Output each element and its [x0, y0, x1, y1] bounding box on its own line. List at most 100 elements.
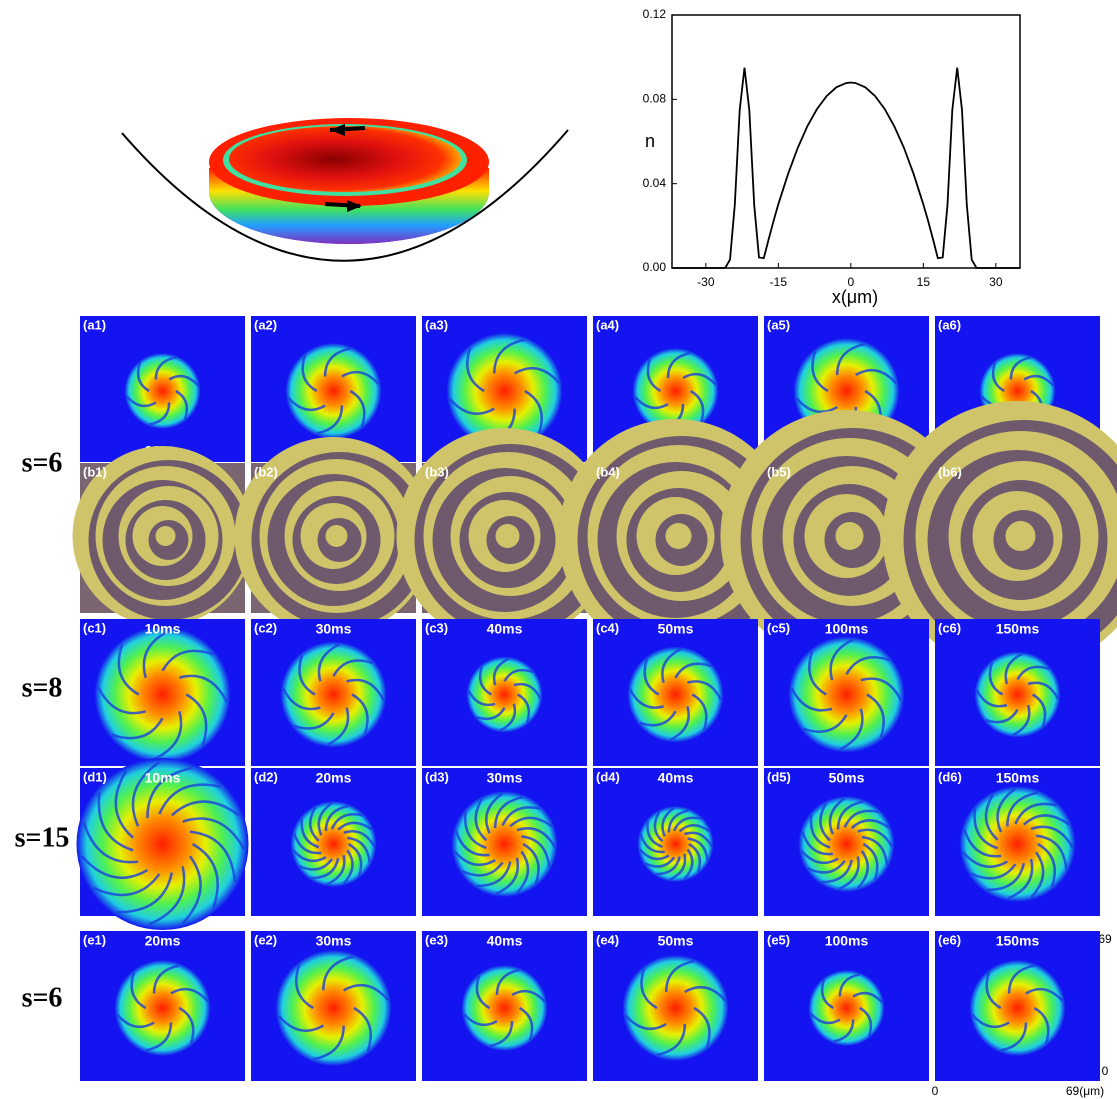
vortex-arm	[691, 693, 708, 731]
vortex-arm	[191, 842, 219, 909]
vortex-arm	[809, 814, 831, 849]
vortex-arm	[493, 795, 524, 828]
panel-tag: (e4)	[596, 932, 619, 947]
vortex-arm	[988, 662, 1004, 696]
vortex-arm	[800, 849, 839, 865]
panel-tag: (b5)	[767, 464, 791, 479]
vortex-arm	[674, 662, 712, 679]
panel-time: 50ms	[658, 933, 694, 949]
vortex-arm	[1035, 834, 1068, 870]
vortex-arm	[687, 680, 722, 701]
vortex-arm	[513, 682, 542, 700]
panel-tag: (b3)	[425, 464, 449, 479]
vortex-arm	[179, 674, 228, 703]
vortex-arm	[300, 817, 320, 849]
vortex-arm	[322, 955, 355, 991]
vortex-arm	[1031, 693, 1047, 727]
panel-tag: (d6)	[938, 769, 962, 784]
vortex-arm	[146, 766, 193, 818]
vortex-arm	[809, 1012, 841, 1025]
vortex-arm	[1014, 802, 1058, 825]
density-cloud	[280, 641, 387, 748]
vortex-arm	[1007, 858, 1034, 900]
vortex-arm	[316, 405, 344, 435]
panel-tag: (e3)	[425, 932, 448, 947]
panel-tag: (a2)	[254, 317, 277, 332]
panel-time: 10ms	[145, 770, 181, 786]
vortex-arm	[985, 971, 1002, 1010]
vortex-arm	[509, 816, 553, 828]
panel-time: 30ms	[316, 621, 352, 637]
panel: (c2) 30ms	[251, 619, 416, 766]
row-label: s=6	[22, 982, 63, 1013]
vortex-arm	[326, 854, 346, 886]
panel-tag: (a6)	[938, 317, 961, 332]
vortex-arm	[495, 968, 520, 996]
vortex-arm	[653, 811, 664, 843]
panel-time: 40ms	[487, 933, 523, 949]
panel: (d5) 50ms	[764, 768, 929, 916]
vortex-arm	[524, 389, 543, 435]
panel-time: 50ms	[829, 770, 865, 786]
vortex-arm	[521, 835, 551, 868]
vortex-arm	[323, 347, 351, 377]
density-cloud	[622, 955, 729, 1061]
vortex-arm	[991, 362, 1005, 393]
panel-tag: (b2)	[254, 464, 278, 479]
vortex-arm	[624, 1014, 667, 1031]
panel-time: 40ms	[658, 770, 694, 786]
vortex-arm	[808, 650, 827, 696]
panel-tag: (c3)	[425, 620, 448, 635]
panel-tag: (d4)	[596, 769, 620, 784]
vortex-arm	[185, 693, 208, 746]
density-cloud	[461, 965, 548, 1051]
vortex-arm	[337, 821, 373, 831]
vortex-arm	[790, 687, 833, 712]
vortex-arm	[154, 711, 183, 760]
vortex-arm	[839, 708, 864, 751]
vortex-arm	[346, 678, 385, 701]
vortex-arm	[310, 858, 340, 880]
vortex-arm	[1033, 1006, 1050, 1045]
x-tick-label: -15	[770, 275, 788, 289]
panel: (b2)	[234, 437, 433, 635]
vortex-arm	[301, 354, 318, 393]
vortex-arm	[832, 1019, 855, 1043]
scale-label: 0	[932, 1084, 939, 1098]
panel-tag: (e1)	[83, 932, 106, 947]
vortex-arm	[189, 830, 237, 882]
panel: (d2) 20ms	[251, 768, 416, 916]
panel-time: 150ms	[996, 770, 1040, 786]
panel: (b1)	[72, 446, 253, 626]
vortex-arm	[278, 1015, 324, 1033]
panel: (e3) 40ms	[422, 931, 587, 1081]
vortex-arm	[332, 659, 374, 677]
phase-ring	[325, 525, 348, 547]
vortex-arm	[672, 816, 702, 832]
vortex-arm	[476, 861, 512, 888]
vortex-arm	[298, 858, 333, 871]
y-tick-label: 0.12	[643, 7, 667, 21]
vortex-arm	[349, 389, 366, 428]
vortex-arm	[82, 821, 139, 864]
panel: (d4) 40ms	[593, 768, 758, 916]
vortex-arm	[656, 1024, 687, 1057]
vortex-arm	[158, 783, 222, 815]
row-label: s=8	[22, 672, 63, 703]
vortex-arm	[516, 827, 556, 848]
vortex-arm	[130, 971, 147, 1010]
vortex-arm	[293, 712, 335, 730]
vortex-arm	[495, 857, 520, 895]
density-cloud	[808, 970, 885, 1046]
panel: (e6) 150ms	[935, 931, 1100, 1081]
x-axis-label: x(μm)	[832, 287, 878, 307]
panel-time: 100ms	[825, 621, 869, 637]
vortex-arm	[835, 342, 866, 375]
panel-time: 40ms	[487, 621, 523, 637]
vortex-arm	[517, 693, 531, 724]
vortex-arm	[475, 707, 506, 721]
vortex-arm	[461, 861, 504, 877]
panel-tag: (c5)	[767, 620, 790, 635]
panel-time: 10ms	[145, 621, 181, 637]
